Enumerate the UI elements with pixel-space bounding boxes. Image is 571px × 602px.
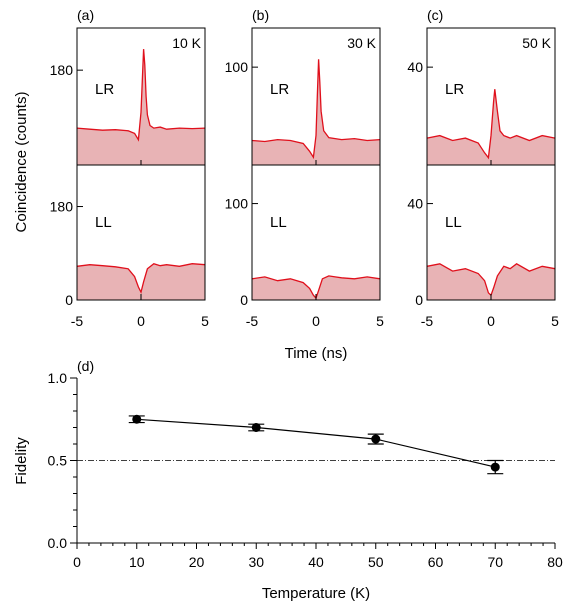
coincidence-fill-ll (252, 275, 380, 300)
data-point (490, 462, 500, 472)
fidelity-panel: 0.0 0.5 1.0 0 10 20 30 40 50 60 70 80 (48, 370, 563, 570)
y-tick-label: 1.0 (48, 370, 68, 386)
coincidence-trace-lr (251, 59, 381, 160)
y-tick-label: 100 (225, 196, 249, 212)
temperature-label: 10 K (172, 35, 201, 51)
coincidence-fill-lr (77, 49, 205, 165)
coincidence-trace-lr (426, 89, 556, 160)
fidelity-y-axis-label: Fidelity (13, 437, 30, 485)
panel-label: (a) (77, 7, 94, 23)
series-label-ll: LL (445, 214, 462, 231)
coincidence-fill-ll (427, 263, 555, 300)
x-tick-label: 50 (368, 554, 384, 570)
series-label-lr: LR (445, 81, 464, 98)
coincidence-fill-ll (77, 263, 205, 300)
y-tick-label: 40 (407, 59, 423, 75)
series-label-ll: LL (270, 214, 287, 231)
x-tick-label: 40 (308, 554, 324, 570)
x-tick-label: 0 (312, 313, 320, 329)
temperature-label: 30 K (347, 35, 376, 51)
y-tick-label: 0 (415, 292, 423, 308)
y-tick-label: 0 (65, 292, 73, 308)
x-tick-label: 0 (137, 313, 145, 329)
temperature-label: 50 K (522, 35, 551, 51)
coincidence-trace-ll (426, 263, 556, 297)
x-tick-label: 70 (487, 554, 503, 570)
x-tick-label: -5 (246, 313, 259, 329)
data-point (251, 423, 261, 432)
x-tick-label: -5 (71, 313, 84, 329)
data-point (132, 414, 142, 424)
series-label-ll: LL (95, 214, 112, 231)
series-label-lr: LR (95, 81, 114, 98)
top-panels: (a) 10 K LR 180 LL 0 180 -5 0 5 (b) 30 K LR 100 LL 0 100… (50, 7, 559, 329)
y-tick-label: 180 (50, 199, 74, 215)
coincidence-trace-ll (76, 262, 206, 295)
x-tick-label: 10 (129, 554, 145, 570)
y-tick-label: 40 (407, 196, 423, 212)
y-tick-label: 100 (225, 59, 249, 75)
y-tick-label: 0.5 (48, 453, 68, 469)
x-tick-label: 5 (376, 313, 384, 329)
series-label-lr: LR (270, 81, 289, 98)
x-tick-label: 0 (73, 554, 81, 570)
x-tick-label: -5 (421, 313, 434, 329)
x-tick-label: 20 (189, 554, 205, 570)
y-tick-label: 0.0 (48, 535, 68, 551)
x-tick-label: 5 (201, 313, 209, 329)
top-x-axis-label: Time (ns) (285, 345, 348, 362)
top-y-axis-label: Coincidence (counts) (13, 92, 30, 233)
x-tick-label: 5 (551, 313, 559, 329)
coincidence-fill-lr (427, 89, 555, 165)
fidelity-x-axis-label: Temperature (K) (262, 585, 370, 602)
fidelity-panel-label: (d) (77, 358, 94, 374)
x-tick-label: 0 (487, 313, 495, 329)
coincidence-fill-lr (252, 59, 380, 165)
coincidence-trace-ll (251, 275, 381, 300)
coincidence-trace-lr (76, 49, 206, 142)
y-tick-label: 180 (50, 62, 74, 78)
panel-label: (b) (252, 7, 269, 23)
x-tick-label: 60 (428, 554, 444, 570)
x-tick-label: 30 (248, 554, 264, 570)
fidelity-line (136, 418, 496, 468)
panel-label: (c) (427, 7, 443, 23)
data-point (371, 434, 381, 444)
y-tick-label: 0 (240, 292, 248, 308)
x-tick-label: 80 (547, 554, 563, 570)
